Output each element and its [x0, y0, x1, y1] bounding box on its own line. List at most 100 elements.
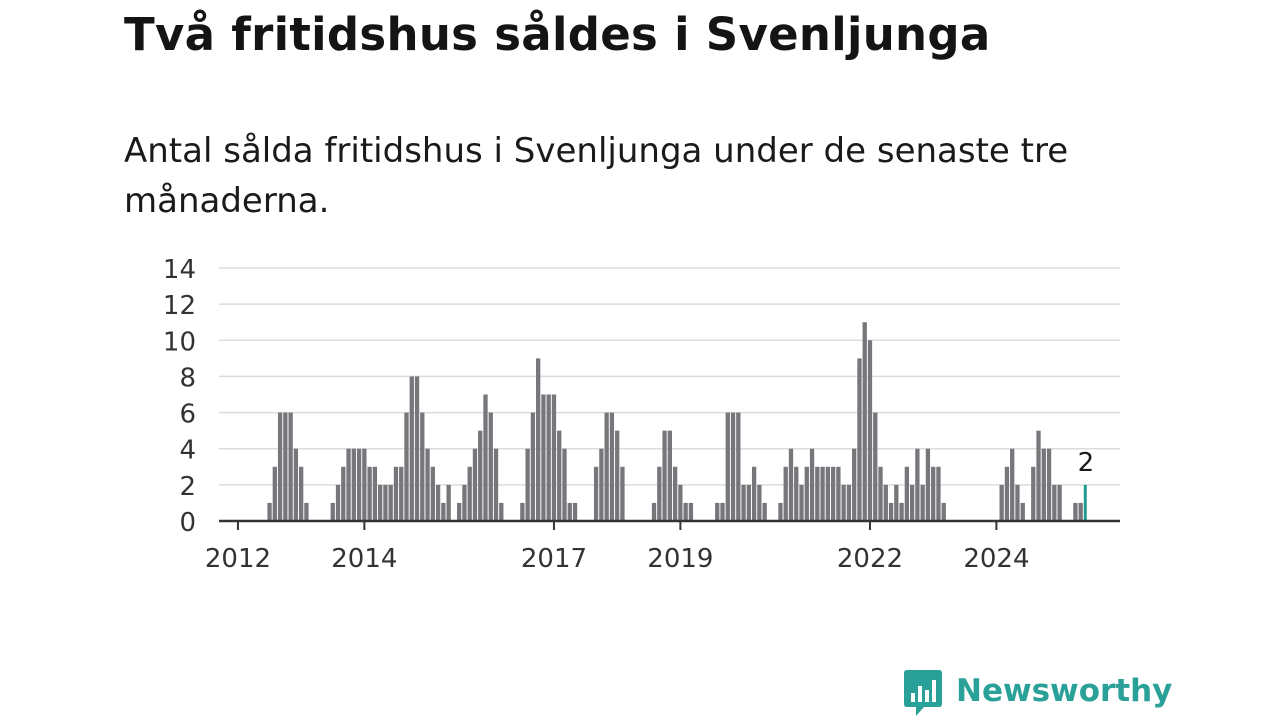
bar — [372, 466, 378, 521]
bar — [609, 412, 615, 521]
bar — [346, 448, 351, 521]
bar — [425, 448, 430, 521]
bar — [715, 502, 720, 521]
bar — [1073, 502, 1078, 521]
bar — [931, 466, 936, 521]
bar — [1020, 502, 1025, 521]
bar — [999, 484, 1004, 521]
bar — [888, 502, 894, 521]
bar — [1010, 448, 1015, 521]
brand-name: Newsworthy — [956, 673, 1173, 709]
bar — [562, 448, 567, 521]
bar — [878, 466, 883, 521]
bar — [804, 466, 809, 521]
x-tick-label: 2017 — [521, 544, 587, 574]
bar — [593, 466, 599, 521]
bar — [830, 466, 836, 521]
bar — [720, 502, 725, 521]
bar — [778, 502, 783, 521]
chart-title: Två fritidshus såldes i Svenljunga — [124, 8, 991, 61]
bar — [551, 394, 557, 521]
bar — [615, 430, 620, 521]
bar — [841, 484, 846, 521]
bar — [920, 484, 925, 521]
bar — [867, 340, 873, 521]
x-tick-label: 2019 — [647, 544, 713, 574]
y-tick-label: 6 — [179, 400, 196, 430]
bar — [335, 484, 341, 521]
bar — [1015, 484, 1020, 521]
bar — [678, 484, 683, 521]
bar — [472, 448, 478, 521]
bar — [546, 394, 551, 521]
bar — [430, 466, 435, 521]
bar — [1046, 448, 1052, 521]
bar — [762, 502, 767, 521]
bar — [852, 448, 857, 521]
x-tick-label: 2022 — [837, 544, 903, 574]
bar — [435, 484, 441, 521]
bar — [277, 412, 283, 521]
bar — [820, 466, 825, 521]
bar — [651, 502, 657, 521]
bar — [304, 502, 309, 521]
bar — [341, 466, 346, 521]
bar — [414, 376, 420, 521]
bar — [788, 448, 794, 521]
bar — [288, 412, 293, 521]
bar — [525, 448, 530, 521]
bar — [746, 484, 751, 521]
bar — [873, 412, 878, 521]
x-tick-label: 2014 — [331, 544, 397, 574]
y-tick-label: 8 — [179, 363, 196, 393]
y-tick-label: 4 — [179, 436, 196, 466]
bar — [836, 466, 841, 521]
bar — [520, 502, 525, 521]
bar-highlight — [1083, 484, 1087, 521]
bar — [488, 412, 493, 521]
bar — [604, 412, 609, 521]
newsworthy-logo-icon — [904, 670, 942, 716]
y-tick-label: 12 — [163, 291, 196, 321]
bar — [267, 502, 272, 521]
bar — [1031, 466, 1036, 521]
bar — [1041, 448, 1046, 521]
bar — [883, 484, 888, 521]
bar — [1052, 484, 1057, 521]
bar — [1036, 430, 1041, 521]
bar — [499, 502, 504, 521]
bar — [741, 484, 746, 521]
bar — [725, 412, 730, 521]
bar — [799, 484, 804, 521]
bar — [493, 448, 499, 521]
bar — [567, 502, 572, 521]
bar — [483, 394, 488, 521]
bar — [662, 430, 667, 521]
bar — [757, 484, 762, 521]
bar — [899, 502, 904, 521]
bar-chart: 0 2 4 6 8 10 12 14 2 2012 2014 2017 2019 2022 2024 — [163, 255, 1120, 574]
bar — [936, 466, 941, 521]
bar — [530, 412, 536, 521]
tick-labels: 0 2 4 6 8 10 12 14 2 2012 2014 2017 2019 2022 2024 — [163, 255, 1094, 574]
bar — [599, 448, 604, 521]
bar — [1057, 484, 1062, 521]
bar — [356, 448, 362, 521]
bar — [783, 466, 788, 521]
grid-lines — [219, 267, 1120, 486]
bar — [378, 484, 383, 521]
bar — [620, 466, 625, 521]
bar — [557, 430, 562, 521]
bar — [293, 448, 299, 521]
bar — [1078, 502, 1083, 521]
bar — [794, 466, 799, 521]
bar — [383, 484, 388, 521]
x-tick-label: 2024 — [963, 544, 1029, 574]
y-tick-label: 2 — [179, 472, 196, 502]
bar — [751, 466, 757, 521]
bar — [441, 502, 446, 521]
bar — [420, 412, 425, 521]
bar — [272, 466, 277, 521]
bar — [915, 448, 920, 521]
bar — [283, 412, 288, 521]
